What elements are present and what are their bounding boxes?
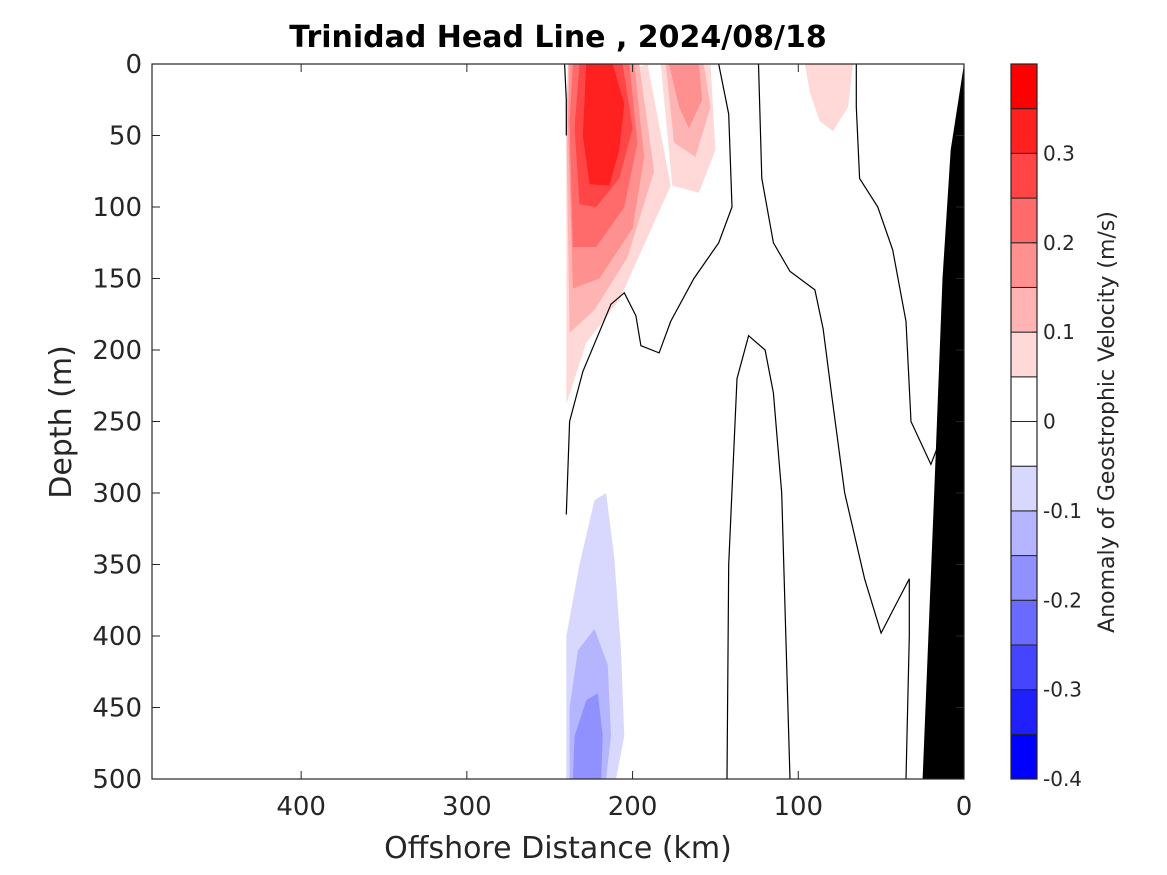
colorbar-tick-label: -0.1	[1043, 499, 1082, 523]
x-tick-label: 0	[956, 792, 973, 822]
plot-area	[152, 64, 964, 779]
y-tick-label: 450	[92, 694, 142, 724]
zero-contour-line	[726, 334, 791, 779]
colorbar-segment	[1010, 108, 1038, 154]
x-tick-label: 100	[773, 792, 823, 822]
y-tick-label: 0	[125, 50, 142, 80]
zero-contour-line	[855, 64, 948, 466]
y-tick-label: 400	[92, 622, 142, 652]
x-axis: 400 300 200 100 0	[276, 64, 972, 822]
anomaly-region	[934, 85, 956, 336]
chart-title: Trinidad Head Line , 2024/08/18	[289, 20, 826, 55]
colorbar-segment	[1010, 421, 1038, 467]
anomaly-region	[572, 693, 603, 779]
anomaly-region	[804, 64, 853, 132]
anomaly-fill-layer	[564, 64, 956, 779]
y-tick-label: 50	[109, 122, 142, 152]
y-axis: 0 50 100 150 200 250 300 350 400 450 500	[92, 50, 964, 795]
y-tick-label: 250	[92, 408, 142, 438]
y-tick-label: 200	[92, 336, 142, 366]
y-tick-label: 500	[92, 765, 142, 795]
colorbar-tick-label: -0.3	[1043, 678, 1082, 702]
x-tick-label: 300	[442, 792, 492, 822]
colorbar-segment	[1010, 733, 1038, 780]
colorbar-segment	[1010, 689, 1038, 735]
anomaly-region	[869, 64, 888, 82]
colorbar-tick-label: 0.1	[1043, 320, 1075, 344]
anomaly-region	[582, 64, 625, 186]
x-tick-label: 200	[608, 792, 658, 822]
y-tick-label: 350	[92, 551, 142, 581]
zero-contour-line	[565, 64, 733, 515]
y-tick-label: 150	[92, 265, 142, 295]
x-axis-label: Offshore Distance (km)	[384, 831, 732, 866]
anomaly-region	[669, 64, 703, 129]
colorbar-segment	[1010, 510, 1038, 557]
colorbar-segment	[1010, 152, 1038, 199]
colorbar-segment	[1010, 555, 1038, 601]
colorbar-segment	[1010, 644, 1038, 691]
zero-contour-layer	[564, 64, 948, 779]
colorbar-segment	[1010, 465, 1038, 512]
colorbar-segment	[1010, 376, 1038, 422]
colorbar-segment	[1010, 286, 1038, 333]
bathymetry	[922, 64, 964, 779]
y-tick-label: 300	[92, 479, 142, 509]
colorbar-segment	[1010, 331, 1038, 378]
zero-contour-line	[757, 64, 910, 779]
zero-contour-line	[564, 64, 567, 136]
anomaly-region	[690, 664, 704, 779]
colorbar-tick-label: -0.4	[1043, 767, 1082, 791]
colorbar-tick-label: 0.3	[1043, 141, 1075, 165]
colorbar-tick-label: 0	[1043, 410, 1056, 434]
x-tick-label: 400	[276, 792, 326, 822]
colorbar-segment	[1010, 242, 1038, 288]
colorbar-segment	[1010, 197, 1038, 244]
y-axis-label: Depth (m)	[44, 345, 79, 499]
colorbar: 0.3 0.2 0.1 0 -0.1 -0.2 -0.3 -0.4	[1010, 63, 1082, 791]
anomaly-region	[728, 64, 747, 153]
colorbar-tick-label: 0.2	[1043, 231, 1075, 255]
colorbar-segment	[1010, 63, 1038, 110]
bathymetry-layer	[922, 64, 964, 779]
y-tick-label: 100	[92, 193, 142, 223]
colorbar-segment	[1010, 599, 1038, 646]
colorbar-tick-label: -0.2	[1043, 588, 1082, 612]
colorbar-label: Anomaly of Geostrophic Velocity (m/s)	[1095, 211, 1120, 633]
